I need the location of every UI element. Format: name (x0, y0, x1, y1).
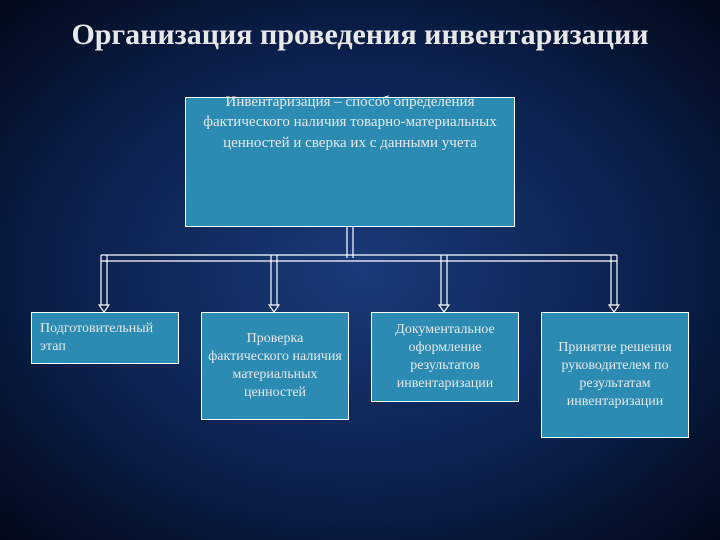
connector-lines (0, 0, 720, 540)
child-box-4: Принятие решения руководителем по резуль… (541, 312, 689, 438)
page-title: Организация проведения инвентаризации (0, 0, 720, 53)
child-box-2: Проверка фактического наличия материальн… (201, 312, 349, 420)
root-text: Инвентаризация – способ определения факт… (185, 92, 515, 153)
child-box-1: Подготовительный этап (31, 312, 179, 364)
child-box-3: Документальное оформление результатов ин… (371, 312, 519, 402)
